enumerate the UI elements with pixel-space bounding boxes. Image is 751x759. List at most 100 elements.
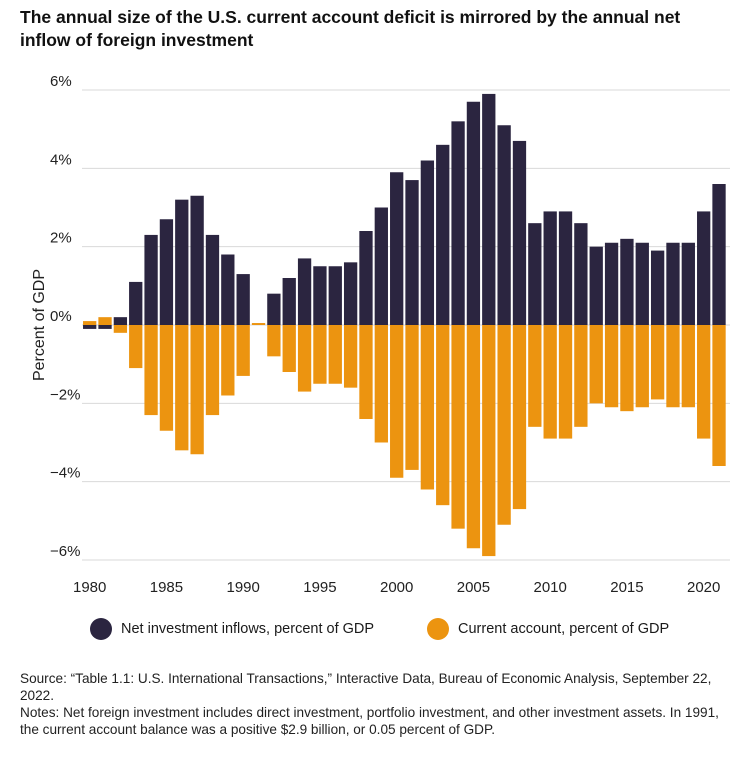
x-axis-ticks: 1980 1985 1990 1995 2000 2005 2010 2015 2020	[73, 579, 720, 596]
y-axis-label: Percent of GDP	[31, 269, 48, 381]
bar-current-account	[328, 325, 342, 384]
bar-current-account	[282, 325, 296, 372]
bar-current-account	[420, 325, 435, 490]
bar-current-account	[436, 325, 450, 506]
bar-current-account	[497, 325, 511, 525]
y-axis-ticks: 6% 4% 2% 0% −2% −4% −6%	[50, 73, 80, 560]
bar-current-account	[512, 325, 527, 510]
bar-current-account	[98, 317, 112, 325]
bar-current-account	[343, 325, 358, 388]
bar-net-investment-inflows	[144, 234, 158, 325]
bar-net-investment-inflows	[282, 278, 296, 325]
bar-current-account	[451, 325, 465, 529]
x-tick-label: 2000	[380, 579, 413, 596]
bar-current-account	[129, 325, 143, 369]
bar-current-account	[697, 325, 711, 439]
legend-item-current-account: Current account, percent of GDP	[427, 618, 669, 640]
x-tick-label: 1980	[73, 579, 106, 596]
x-tick-label: 1985	[150, 579, 183, 596]
bar-current-account	[390, 325, 404, 478]
bar-current-account	[528, 325, 542, 427]
x-tick-label: 1990	[226, 579, 259, 596]
bar-current-account	[297, 325, 312, 392]
bar-net-investment-inflows	[604, 242, 619, 325]
bar-current-account	[574, 325, 588, 427]
footnotes: Source: “Table 1.1: U.S. International T…	[20, 670, 740, 738]
bar-net-investment-inflows	[405, 180, 419, 325]
bar-current-account	[666, 325, 680, 408]
legend-label-current-account: Current account, percent of GDP	[458, 621, 670, 637]
bar-net-investment-inflows	[666, 242, 680, 325]
y-tick-label: 4%	[50, 151, 72, 168]
x-tick-label: 2020	[687, 579, 720, 596]
bar-current-account	[236, 325, 250, 376]
bar-net-investment-inflows	[697, 211, 711, 325]
bar-net-investment-inflows	[420, 160, 435, 325]
bar-current-account	[175, 325, 189, 451]
bar-net-investment-inflows	[236, 274, 250, 325]
bar-current-account	[405, 325, 419, 470]
notes-text: Notes: Net foreign investment includes d…	[20, 705, 719, 737]
y-tick-label: 6%	[50, 73, 72, 90]
bar-net-investment-inflows	[512, 140, 527, 325]
bar-net-investment-inflows	[390, 172, 404, 325]
x-tick-label: 2015	[610, 579, 643, 596]
bar-net-investment-inflows	[712, 184, 726, 325]
bar-current-account	[313, 325, 327, 384]
legend-item-inflows: Net investment inflows, percent of GDP	[90, 618, 374, 640]
bar-net-investment-inflows	[313, 266, 327, 325]
bar-net-investment-inflows	[190, 195, 204, 325]
legend-label-inflows: Net investment inflows, percent of GDP	[121, 621, 375, 637]
bar-net-investment-inflows	[635, 242, 649, 325]
bar-current-account	[83, 321, 97, 325]
bar-net-investment-inflows	[497, 125, 511, 325]
bar-current-account	[251, 323, 266, 325]
legend-swatch-current-account	[427, 618, 449, 640]
bar-current-account	[359, 325, 373, 419]
chart-title: The annual size of the U.S. current acco…	[20, 7, 681, 50]
bar-current-account	[650, 325, 665, 400]
bar-current-account	[482, 325, 496, 557]
y-tick-label: −2%	[50, 386, 80, 403]
bar-net-investment-inflows	[466, 101, 481, 325]
bar-current-account	[543, 325, 557, 439]
bar-current-account	[190, 325, 204, 455]
x-tick-label: 2005	[457, 579, 490, 596]
bar-current-account	[681, 325, 695, 408]
bar-current-account	[604, 325, 619, 408]
x-tick-label: 1995	[303, 579, 336, 596]
bar-net-investment-inflows	[98, 325, 112, 329]
source-note: Source: “Table 1.1: U.S. International T…	[20, 671, 712, 703]
bar-current-account	[159, 325, 174, 431]
bars	[83, 93, 726, 557]
bar-current-account	[267, 325, 281, 357]
bar-net-investment-inflows	[543, 211, 557, 325]
legend: Net investment inflows, percent of GDP C…	[0, 618, 751, 648]
bar-net-investment-inflows	[482, 93, 496, 325]
bar-current-account	[466, 325, 481, 549]
legend-swatch-inflows	[90, 618, 112, 640]
bar-net-investment-inflows	[267, 293, 281, 325]
bar-current-account	[635, 325, 649, 408]
bar-net-investment-inflows	[359, 231, 373, 325]
bar-net-investment-inflows	[436, 144, 450, 325]
bar-current-account	[144, 325, 158, 416]
bar-net-investment-inflows	[681, 242, 695, 325]
bar-net-investment-inflows	[159, 219, 174, 325]
bar-current-account	[205, 325, 220, 416]
bar-current-account	[589, 325, 603, 404]
bar-current-account	[374, 325, 388, 443]
bar-net-investment-inflows	[650, 250, 665, 325]
bar-net-investment-inflows	[574, 223, 588, 325]
bar-net-investment-inflows	[374, 207, 388, 325]
bar-chart: 6% 4% 2% 0% −2% −4% −6% 1980 1985 1990 1995 2000 20…	[31, 73, 730, 596]
bar-net-investment-inflows	[528, 223, 542, 325]
bar-net-investment-inflows	[129, 281, 143, 325]
bar-net-investment-inflows	[205, 234, 220, 325]
bar-net-investment-inflows	[113, 317, 128, 325]
bar-current-account	[113, 325, 128, 333]
bar-current-account	[221, 325, 235, 396]
bar-current-account	[558, 325, 573, 439]
y-tick-label: −6%	[50, 543, 80, 560]
bar-net-investment-inflows	[83, 325, 97, 329]
